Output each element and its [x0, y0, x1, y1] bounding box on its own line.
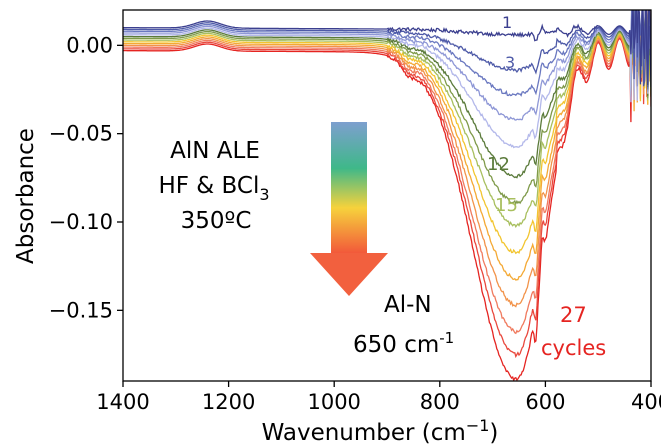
cycle-label-1: 1 [502, 13, 512, 32]
cycle-label-12: 12 [487, 154, 510, 175]
spectrum-line [123, 10, 651, 179]
process-line-3: 350ºC [181, 208, 252, 234]
cycle-label-3: 3 [505, 53, 515, 72]
spectrum-line [123, 10, 651, 335]
x-tick-label: 1000 [307, 390, 360, 414]
peak-line-1: Al-N [384, 292, 432, 318]
peak-line-2-main: 650 cm [353, 332, 439, 358]
spectrum-line [123, 10, 651, 308]
y-tick-label: −0.15 [49, 298, 113, 322]
cycle-label-27: 27 [560, 303, 587, 327]
spectrum-line [123, 10, 651, 206]
cycle-labels: 1 3 12 15 27 cycles [487, 13, 606, 360]
peak-annotation: Al-N 650 cm-1 [353, 292, 454, 358]
y-axis-title: Absorbance [13, 128, 39, 264]
spectrum-line [123, 10, 651, 88]
plot-frame [122, 9, 652, 382]
process-line-2-sub: 3 [259, 185, 269, 204]
spectrum-line [123, 10, 651, 359]
series-layer [123, 10, 651, 381]
peak-line-2: 650 cm-1 [353, 329, 454, 358]
spectrum-line [123, 10, 651, 381]
ticks-layer: 1400 1200 1000 800 600 400 0.00 −0.05 −0.10 −0.15 [49, 33, 661, 414]
trend-arrow-shaft [331, 122, 367, 254]
x-tick-label: 1400 [96, 390, 149, 414]
process-annotation: AlN ALE HF & BCl3 350ºC [158, 138, 269, 234]
spectrum-line [123, 10, 651, 149]
cycle-label-15: 15 [495, 195, 518, 216]
x-tick-label: 800 [420, 390, 460, 414]
x-tick-label: 1200 [202, 390, 255, 414]
x-axis-title: Wavenumber (cm−1) [262, 416, 499, 446]
cycle-label-cycles: cycles [541, 336, 606, 360]
x-axis-title-close: ) [489, 420, 498, 446]
spectrum-line [123, 10, 651, 88]
trend-arrow-head [310, 253, 388, 296]
x-tick-label: 400 [631, 390, 661, 414]
x-axis-title-sup: −1 [466, 416, 490, 435]
y-tick-label: −0.10 [49, 210, 113, 234]
y-tick-label: −0.05 [49, 122, 113, 146]
process-line-2-main: HF & BCl [158, 173, 259, 199]
spectrum-line [123, 10, 651, 121]
peak-line-2-sup: -1 [439, 329, 454, 347]
x-tick-label: 600 [525, 390, 565, 414]
x-axis-title-main: Wavenumber (cm [262, 420, 466, 446]
spectrum-line [123, 10, 651, 97]
spectrum-line [123, 10, 651, 228]
spectrum-line [123, 10, 651, 255]
process-line-2: HF & BCl3 [158, 173, 269, 204]
y-tick-label: 0.00 [66, 33, 113, 57]
spectrum-line [123, 10, 651, 281]
process-line-1: AlN ALE [170, 138, 260, 164]
